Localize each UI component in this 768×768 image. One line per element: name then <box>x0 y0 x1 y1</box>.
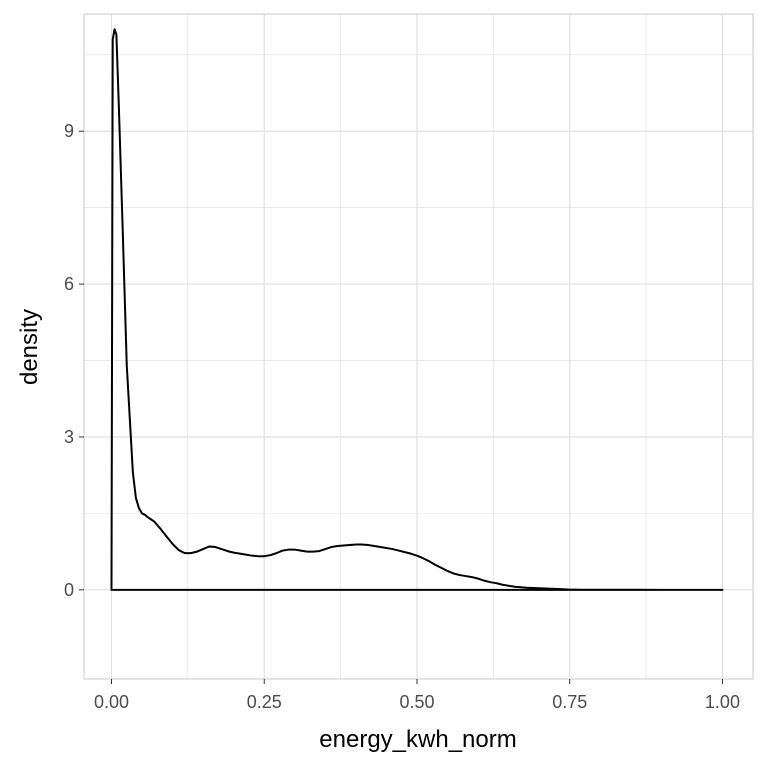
x-axis-title: energy_kwh_norm <box>319 726 516 753</box>
y-tick-label: 9 <box>64 121 74 141</box>
x-tick-label: 0.00 <box>94 692 129 712</box>
y-tick-label: 0 <box>64 580 74 600</box>
y-axis-title: density <box>16 309 43 385</box>
y-tick-label: 3 <box>64 427 74 447</box>
x-axis-ticks: 0.00 0.25 0.50 0.75 1.00 <box>94 679 740 712</box>
y-axis-ticks: 0 3 6 9 <box>64 121 84 600</box>
x-tick-label: 0.75 <box>552 692 587 712</box>
x-tick-label: 0.25 <box>247 692 282 712</box>
x-tick-label: 0.50 <box>399 692 434 712</box>
density-curve <box>110 28 724 591</box>
panel-border <box>83 13 754 680</box>
panel-background <box>84 14 753 679</box>
y-tick-label: 6 <box>64 274 74 294</box>
x-tick-label: 1.00 <box>705 692 740 712</box>
